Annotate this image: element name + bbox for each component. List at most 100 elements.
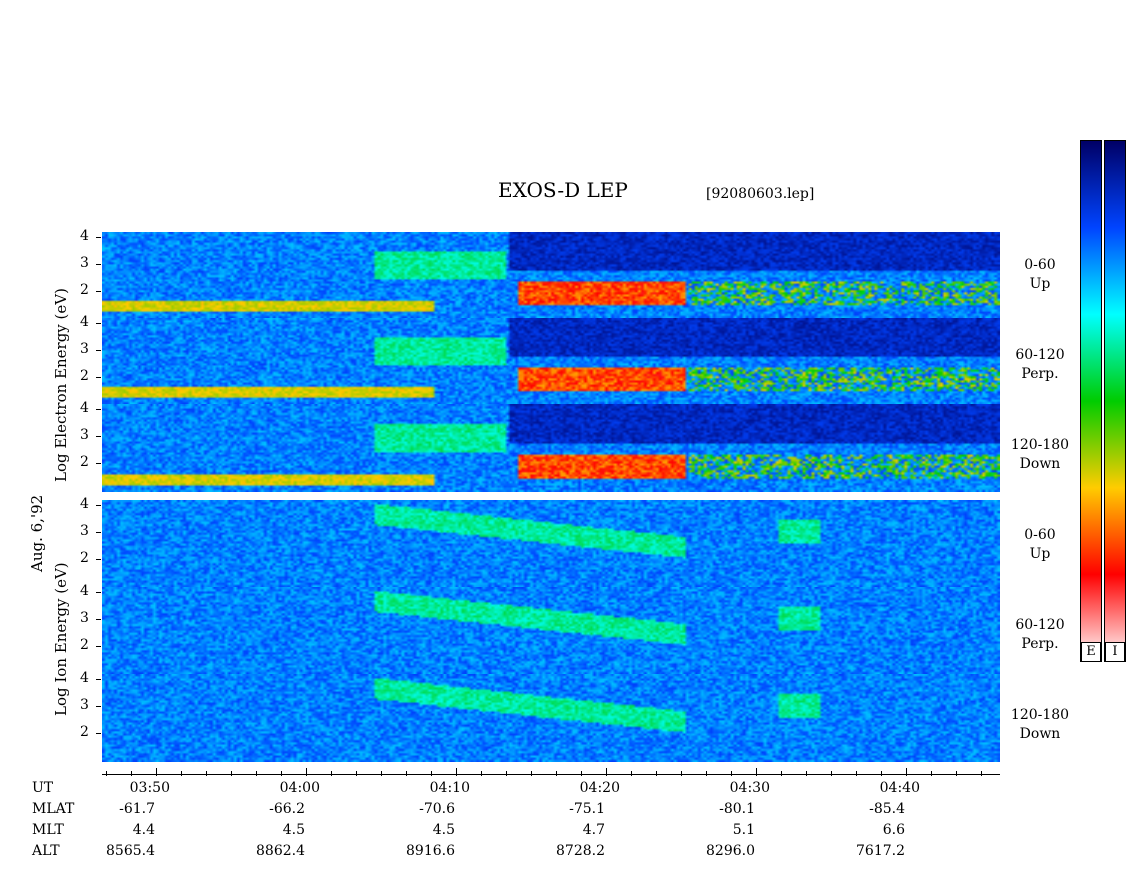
orbit-cell-ut: 04:00 (279, 780, 320, 796)
panel-ion-perp (102, 587, 1000, 674)
y-tick-mark (96, 505, 101, 507)
orbit-cell-mlt: 4.5 (432, 822, 455, 838)
orbit-cell-alt: 7617.2 (856, 843, 905, 859)
pitch-range: 60-120 (1015, 347, 1065, 363)
y-tick-mark (96, 291, 101, 293)
pitch-dir: Up (1029, 546, 1051, 562)
y-tick-label: 4 (80, 400, 89, 417)
time-tick (181, 771, 182, 776)
orbit-cell-mlat: -80.1 (719, 801, 755, 817)
time-tick (556, 771, 557, 776)
y-tick-label: 2 (80, 368, 89, 385)
y-tick-mark (96, 463, 101, 465)
pitch-dir: Perp. (1021, 366, 1059, 382)
time-tick (756, 768, 757, 776)
y-tick-label: 4 (80, 228, 89, 245)
y-tick-label: 2 (80, 550, 89, 567)
y-tick-label: 4 (80, 496, 89, 513)
time-tick (581, 771, 582, 776)
orbit-cell-mlat: -70.6 (419, 801, 455, 817)
time-axis-line (102, 774, 1000, 775)
time-tick (406, 771, 407, 776)
pitch-label-i-perp: 60-120 Perp. (1000, 616, 1080, 654)
file-label: [92080603.lep] (706, 186, 815, 202)
orbit-cell-mlt: 4.4 (132, 822, 155, 838)
y-tick-label: 3 (80, 255, 89, 272)
spectrogram-electron-perp (102, 318, 1000, 404)
orbit-cell-alt: 8728.2 (556, 843, 605, 859)
time-tick (381, 771, 382, 776)
time-tick (606, 768, 607, 776)
time-tick (106, 771, 107, 776)
pitch-dir: Perp. (1021, 636, 1059, 652)
y-tick-label: 4 (80, 670, 89, 687)
orbit-cell-ut: 04:10 (429, 780, 470, 796)
time-tick (306, 768, 307, 776)
orbit-cell-mlt: 5.1 (732, 822, 755, 838)
spectrogram-electron-down (102, 404, 1000, 492)
pitch-label-i-down: 120-180 Down (1000, 706, 1080, 744)
pitch-dir: Down (1019, 726, 1061, 742)
time-tick (831, 771, 832, 776)
y-tick-label: 3 (80, 523, 89, 540)
spectrogram-ion-down (102, 674, 1000, 762)
time-tick (331, 771, 332, 776)
orbit-cell-mlt: 4.7 (582, 822, 605, 838)
time-tick (906, 768, 907, 776)
orbit-cell-mlt: 4.5 (282, 822, 305, 838)
orbit-cell-mlt: 6.6 (882, 822, 905, 838)
date-label: Aug. 6,'92 (28, 494, 46, 572)
y-tick-mark (96, 619, 101, 621)
electron-axis-label: Log Electron Energy (eV) (52, 288, 70, 482)
chart-title: EXOS-D LEP (498, 178, 628, 202)
colorbar-ion (1104, 140, 1126, 662)
y-tick-label: 2 (80, 282, 89, 299)
time-tick (431, 771, 432, 776)
pitch-label-i-up: 0-60 Up (1000, 526, 1080, 564)
colorbar-label-e: E (1081, 642, 1101, 662)
y-tick-mark (96, 350, 101, 352)
time-tick (681, 771, 682, 776)
colorbar-electron (1080, 140, 1102, 662)
pitch-label-e-down: 120-180 Down (1000, 436, 1080, 474)
pitch-label-e-perp: 60-120 Perp. (1000, 346, 1080, 384)
time-tick (481, 771, 482, 776)
time-tick (506, 771, 507, 776)
panel-ion-up (102, 500, 1000, 587)
time-tick (631, 771, 632, 776)
y-tick-label: 2 (80, 724, 89, 741)
y-tick-mark (96, 592, 101, 594)
pitch-range: 120-180 (1010, 437, 1070, 453)
y-tick-label: 3 (80, 697, 89, 714)
time-tick (206, 771, 207, 776)
row-label-mlt: MLT (32, 822, 64, 838)
orbit-cell-mlat: -66.2 (269, 801, 305, 817)
time-tick (281, 771, 282, 776)
time-tick (256, 771, 257, 776)
y-tick-mark (96, 237, 101, 239)
time-tick (731, 771, 732, 776)
y-tick-mark (96, 323, 101, 325)
time-tick (806, 771, 807, 776)
orbit-cell-alt: 8862.4 (256, 843, 305, 859)
panel-electron-down (102, 404, 1000, 492)
time-tick (231, 771, 232, 776)
y-tick-mark (96, 436, 101, 438)
row-label-ut: UT (32, 780, 54, 796)
pitch-range: 0-60 (1024, 527, 1056, 543)
orbit-cell-alt: 8916.6 (406, 843, 455, 859)
pitch-dir: Down (1019, 456, 1061, 472)
orbit-cell-ut: 04:20 (579, 780, 620, 796)
time-tick (156, 768, 157, 776)
y-tick-mark (96, 377, 101, 379)
time-tick (981, 771, 982, 776)
orbit-cell-mlat: -75.1 (569, 801, 605, 817)
pitch-label-e-up: 0-60 Up (1000, 256, 1080, 294)
orbit-cell-alt: 8296.0 (706, 843, 755, 859)
time-tick (456, 768, 457, 776)
y-tick-label: 2 (80, 454, 89, 471)
time-tick (956, 771, 957, 776)
time-tick (781, 771, 782, 776)
y-tick-label: 3 (80, 427, 89, 444)
ion-axis-label: Log Ion Energy (eV) (52, 562, 70, 716)
